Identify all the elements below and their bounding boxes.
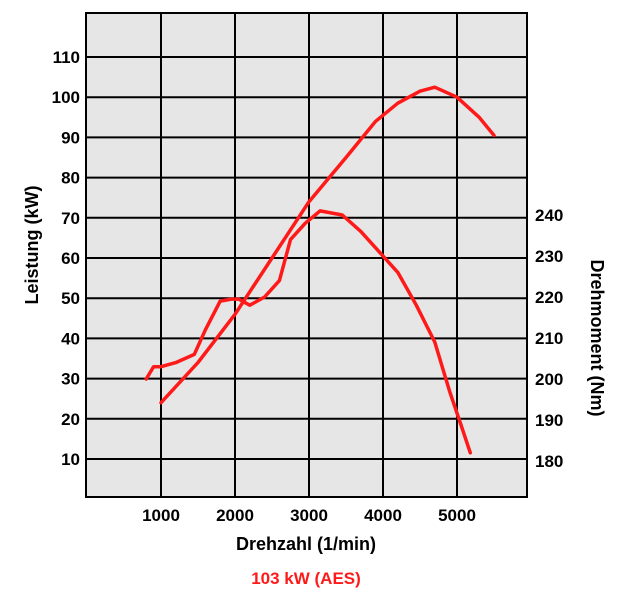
y-right-tick-label: 190	[535, 411, 563, 430]
y-left-tick-label: 20	[61, 410, 80, 429]
y-right-tick-label: 230	[535, 247, 563, 266]
x-tick-label: 4000	[364, 506, 402, 525]
plot-area	[86, 13, 527, 497]
y-right-tick-label: 220	[535, 288, 563, 307]
y-left-tick-label: 50	[61, 289, 80, 308]
y-right-tick-label: 210	[535, 329, 563, 348]
x-tick-label: 1000	[142, 506, 180, 525]
y-left-axis-label: Leistung (kW)	[22, 186, 42, 305]
y-left-tick-label: 90	[61, 128, 80, 147]
y-right-tick-label: 200	[535, 370, 563, 389]
y-right-axis-label: Drehmoment (Nm)	[587, 259, 607, 416]
series-lines	[144, 85, 496, 455]
power-curve-line	[159, 85, 496, 405]
y-left-tick-label: 110	[53, 48, 80, 67]
chart-caption: 103 kW (AES)	[251, 569, 361, 588]
y-right-tick-label: 180	[535, 452, 563, 471]
y-left-tick-label: 10	[61, 450, 80, 469]
x-tick-label: 3000	[290, 506, 328, 525]
x-axis-label: Drehzahl (1/min)	[236, 534, 376, 554]
plot-border	[85, 12, 528, 498]
y-left-tick-label: 70	[61, 209, 80, 228]
torque-curve-line	[144, 209, 473, 455]
y-left-axis-ticks: 10 20 30 40 50 60 70 80 90 100 110	[52, 48, 80, 469]
x-axis-ticks: 1000 2000 3000 4000 5000	[142, 506, 476, 525]
gridlines	[85, 12, 528, 498]
y-left-tick-label: 30	[61, 370, 80, 389]
y-left-tick-label: 100	[52, 88, 80, 107]
y-left-tick-label: 80	[61, 169, 80, 188]
y-right-axis-ticks: 180 190 200 210 220 230 240	[535, 206, 563, 471]
y-left-tick-label: 40	[61, 329, 80, 348]
x-tick-label: 2000	[216, 506, 254, 525]
y-right-tick-label: 240	[535, 206, 563, 225]
y-left-tick-label: 60	[61, 249, 80, 268]
x-tick-label: 5000	[438, 506, 476, 525]
